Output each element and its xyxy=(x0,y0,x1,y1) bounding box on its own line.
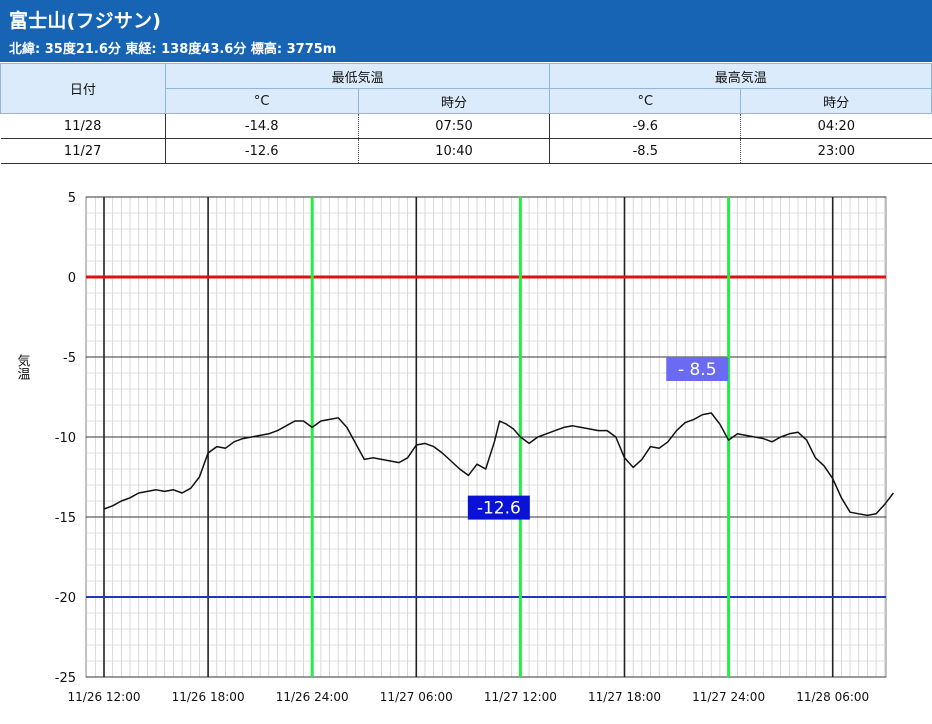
row-max-c: -9.6 xyxy=(549,113,741,139)
min-temp-header: 最低気温 xyxy=(164,63,551,89)
row-date: 11/28 xyxy=(0,113,166,139)
row-max-c: -8.5 xyxy=(549,138,741,164)
date-header: 日付 xyxy=(0,63,166,114)
x-tick-label: 11/26 18:00 xyxy=(172,690,245,704)
x-tick-label: 11/26 12:00 xyxy=(68,690,141,704)
temperature-summary-table: 日付 最低気温 最高気温 °C 時分 °C 時分 11/28 -14.8 07:… xyxy=(0,63,932,164)
y-tick-label: 5 xyxy=(68,191,76,206)
min-unit-time-header: 時分 xyxy=(357,88,551,114)
x-tick-label: 11/28 06:00 xyxy=(796,690,869,704)
x-tick-label: 11/27 12:00 xyxy=(484,690,557,704)
row-min-c: -14.8 xyxy=(164,113,359,139)
min-temp-label: -12.6 xyxy=(477,499,521,519)
x-tick-label: 11/27 18:00 xyxy=(588,690,661,704)
y-axis-label: 気温 xyxy=(15,353,31,380)
y-tick-label: -20 xyxy=(55,591,76,606)
max-temp-header: 最高気温 xyxy=(549,63,932,89)
temperature-chart: 5 0 -5 -10 -15 -20 -25 11/26 12:00 11/26 18:00 11… xyxy=(15,191,894,704)
plot-grid xyxy=(85,196,887,678)
y-tick-label: -10 xyxy=(55,431,76,446)
max-unit-time-header: 時分 xyxy=(740,88,932,114)
plot-lines xyxy=(86,197,894,677)
row-min-time: 10:40 xyxy=(357,138,550,164)
station-title: 富士山(フジサン) xyxy=(9,10,162,32)
min-temp-box xyxy=(467,495,530,520)
row-min-c: -12.6 xyxy=(164,138,359,164)
min-unit-c-header: °C xyxy=(164,88,359,114)
y-tick-label: -15 xyxy=(55,511,76,526)
row-min-time: 07:50 xyxy=(357,113,550,139)
x-tick-label: 11/27 06:00 xyxy=(380,690,453,704)
y-tick-label: -25 xyxy=(55,671,76,686)
table-row: 11/28 -14.8 07:50 -9.6 04:20 xyxy=(0,113,932,139)
row-max-time: 04:20 xyxy=(740,113,932,139)
y-tick-label: 0 xyxy=(68,271,76,286)
row-date: 11/27 xyxy=(0,138,166,164)
station-header: 富士山(フジサン) 北緯: 35度21.6分 東経: 138度43.6分 標高:… xyxy=(0,0,932,62)
x-tick-label: 11/26 24:00 xyxy=(276,690,349,704)
max-temp-label: - 8.5 xyxy=(678,360,717,380)
table-row: 11/27 -12.6 10:40 -8.5 23:00 xyxy=(0,138,932,164)
max-temp-box xyxy=(666,357,729,381)
x-tick-label: 11/27 24:00 xyxy=(692,690,765,704)
max-unit-c-header: °C xyxy=(549,88,742,114)
row-max-time: 23:00 xyxy=(740,138,932,164)
temperature-series-line xyxy=(103,412,894,517)
station-coordinates: 北緯: 35度21.6分 東経: 138度43.6分 標高: 3775m xyxy=(9,42,337,57)
plot-labels: 5 0 -5 -10 -15 -20 -25 11/26 12:00 11/26 18:00 11… xyxy=(55,191,869,704)
y-tick-label: -5 xyxy=(63,351,76,366)
